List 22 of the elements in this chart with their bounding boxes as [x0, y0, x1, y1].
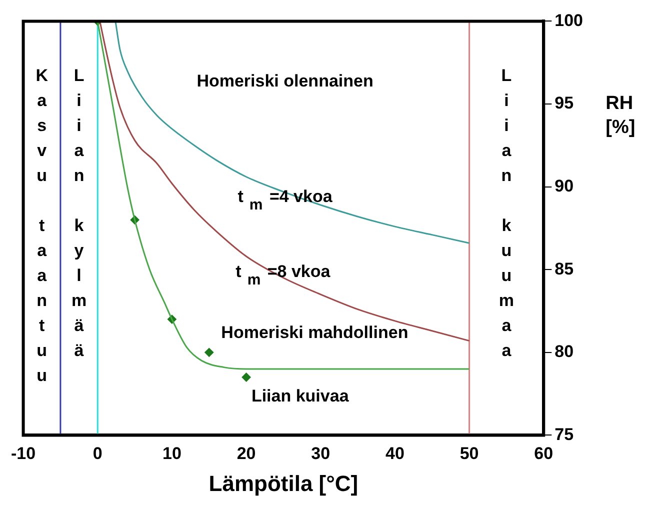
annotation: Homeriski olennainen [196, 71, 374, 90]
y-tick-label: 90 [554, 176, 574, 196]
x-tick-label: 60 [534, 444, 554, 464]
x-tick-label: 50 [460, 444, 479, 464]
x-tick-label: 10 [162, 444, 182, 464]
y-tick-label: 85 [554, 259, 574, 278]
text: Kasvu taantuu [36, 66, 48, 385]
y-axis-title: RH [%] [606, 93, 636, 138]
x-tick-label: 20 [236, 444, 256, 464]
x-tick-label: -10 [10, 444, 36, 464]
x-tick-label: 40 [386, 444, 404, 464]
text: Liian kylmää [71, 66, 87, 360]
annotation: Homeriski mahdollinen [221, 323, 408, 342]
annotation: Liian kuivaa [251, 386, 350, 406]
text: Liian kuumaa [498, 66, 514, 360]
y-tick-label: 75 [554, 424, 574, 444]
y-tick-label: 95 [554, 94, 574, 113]
x-axis-title: Lämpötila [°C] [208, 470, 358, 496]
x-tick-label: 0 [92, 444, 102, 464]
y-tick-label: 100 [554, 10, 584, 30]
y-tick-label: 80 [554, 342, 574, 362]
x-tick-label: 30 [311, 444, 330, 464]
